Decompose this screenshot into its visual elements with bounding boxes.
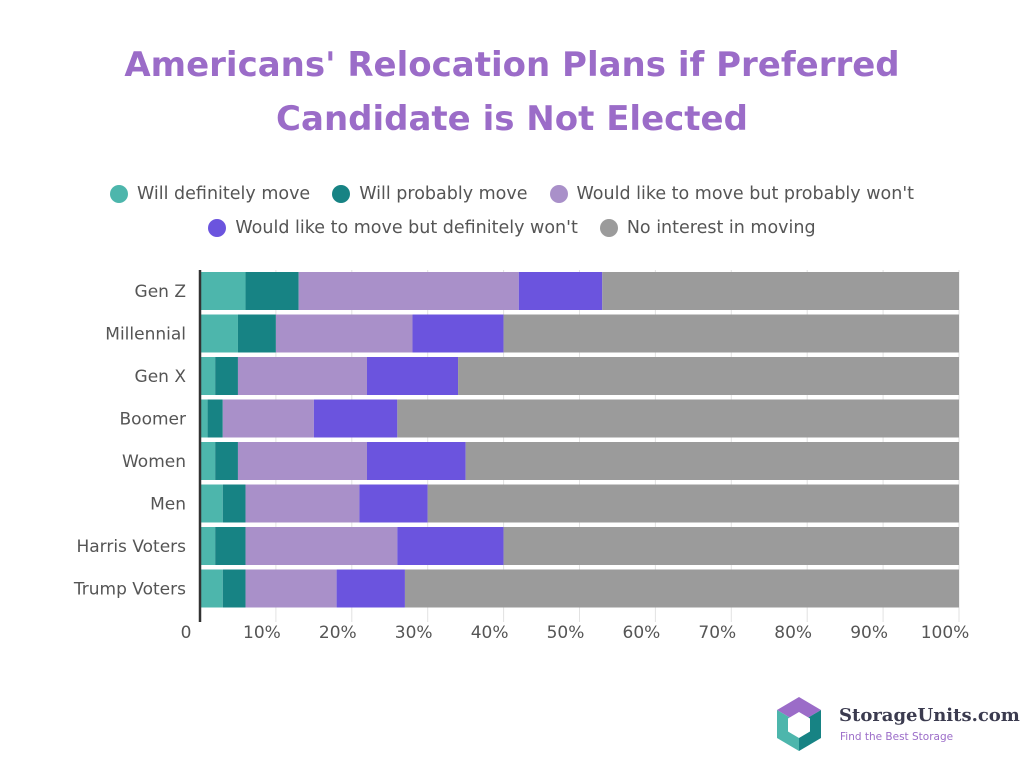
x-tick-label: 0: [181, 623, 192, 643]
brand-tagline: Find the Best Storage: [840, 731, 954, 743]
bar-segment: [245, 484, 360, 523]
x-tick-label: 40%: [471, 623, 509, 643]
legend-swatch: [109, 185, 128, 203]
bar-segment: [359, 484, 428, 523]
bar-segment: [215, 442, 238, 480]
legend-swatch: [332, 185, 351, 203]
category-label: Trump Voters: [73, 580, 186, 600]
x-tick-label: 90%: [850, 623, 888, 643]
bar-segment: [465, 442, 959, 480]
legend-swatch: [208, 219, 227, 237]
x-tick-label: 80%: [774, 623, 812, 643]
brand-name: StorageUnits.com: [839, 705, 1020, 726]
bar-segment: [503, 314, 959, 353]
bar-segment: [222, 399, 314, 438]
bar-segment: [207, 399, 223, 438]
bar-segment: [404, 569, 959, 608]
bar-segment: [215, 527, 246, 565]
chart-title-line-1: Americans' Relocation Plans if Preferred: [124, 45, 900, 85]
bar-segment: [200, 442, 216, 480]
x-tick-label: 10%: [243, 623, 281, 643]
bar-segment: [366, 357, 459, 395]
x-tick-label: 20%: [319, 623, 357, 643]
legend-label: Would like to move but definitely won't: [235, 218, 578, 238]
x-tick-label: 100%: [921, 623, 970, 643]
category-label: Boomer: [120, 410, 186, 430]
bar-segment: [200, 272, 246, 310]
bar-segment: [237, 314, 276, 353]
legend-swatch: [599, 219, 618, 237]
chart-title: Americans' Relocation Plans if Preferred…: [0, 38, 1024, 146]
bar-segment: [518, 272, 603, 310]
bar-segment: [245, 569, 337, 608]
legend-label: Will definitely move: [136, 184, 311, 204]
bar-segment: [215, 357, 238, 395]
bar-segment: [275, 314, 413, 353]
bar-segment: [200, 569, 223, 608]
category-label: Gen Z: [135, 282, 186, 302]
chart-legend: Will definitely move Will probably move …: [0, 178, 1024, 246]
bar-segment: [602, 272, 959, 310]
bar-segment: [313, 399, 398, 438]
bar-segment: [200, 357, 216, 395]
legend-item-definitely-move[interactable]: Will definitely move: [109, 184, 311, 204]
bar-segment: [366, 442, 466, 480]
bar-segment: [298, 272, 519, 310]
legend-swatch: [549, 185, 568, 203]
bar-segment: [237, 442, 367, 480]
bar-segment: [458, 357, 959, 395]
bar-segment: [237, 357, 367, 395]
brand-logo[interactable]: StorageUnits.com Find the Best Storage: [771, 695, 1020, 755]
bar-segment: [427, 484, 959, 523]
legend-row-1: Will definitely move Will probably move …: [0, 178, 1024, 210]
bar-segment: [397, 527, 504, 565]
bar-segment: [336, 569, 405, 608]
category-label: Women: [122, 452, 186, 472]
category-label: Gen X: [135, 367, 187, 387]
x-tick-label: 50%: [547, 623, 585, 643]
bar-segment: [245, 527, 398, 565]
chart-title-line-2: Candidate is Not Elected: [276, 99, 748, 139]
x-tick-label: 70%: [698, 623, 736, 643]
legend-row-2: Would like to move but definitely won't …: [0, 212, 1024, 244]
hexagon-logo-icon: [777, 697, 821, 751]
bar-segment: [200, 399, 208, 438]
bar-segment: [503, 527, 959, 565]
legend-item-probably-move[interactable]: Will probably move: [332, 184, 528, 204]
category-label: Millennial: [105, 325, 186, 345]
legend-label: Will probably move: [359, 184, 528, 204]
x-tick-label: 30%: [395, 623, 433, 643]
bar-segment: [222, 484, 246, 523]
bar-segment: [200, 527, 216, 565]
bar-segment: [245, 272, 299, 310]
x-tick-label: 60%: [623, 623, 661, 643]
bar-segment: [200, 314, 238, 353]
category-label: Harris Voters: [76, 537, 186, 557]
legend-label: Would like to move but probably won't: [576, 184, 915, 204]
legend-item-probably-wont[interactable]: Would like to move but probably won't: [549, 184, 915, 204]
legend-label: No interest in moving: [626, 218, 816, 238]
bar-segment: [412, 314, 504, 353]
legend-item-definitely-wont[interactable]: Would like to move but definitely won't: [208, 218, 578, 238]
category-label: Men: [150, 495, 186, 515]
bar-segment: [222, 569, 246, 608]
legend-item-no-interest[interactable]: No interest in moving: [599, 218, 816, 238]
bar-segment: [200, 484, 223, 523]
bar-segment: [397, 399, 960, 438]
